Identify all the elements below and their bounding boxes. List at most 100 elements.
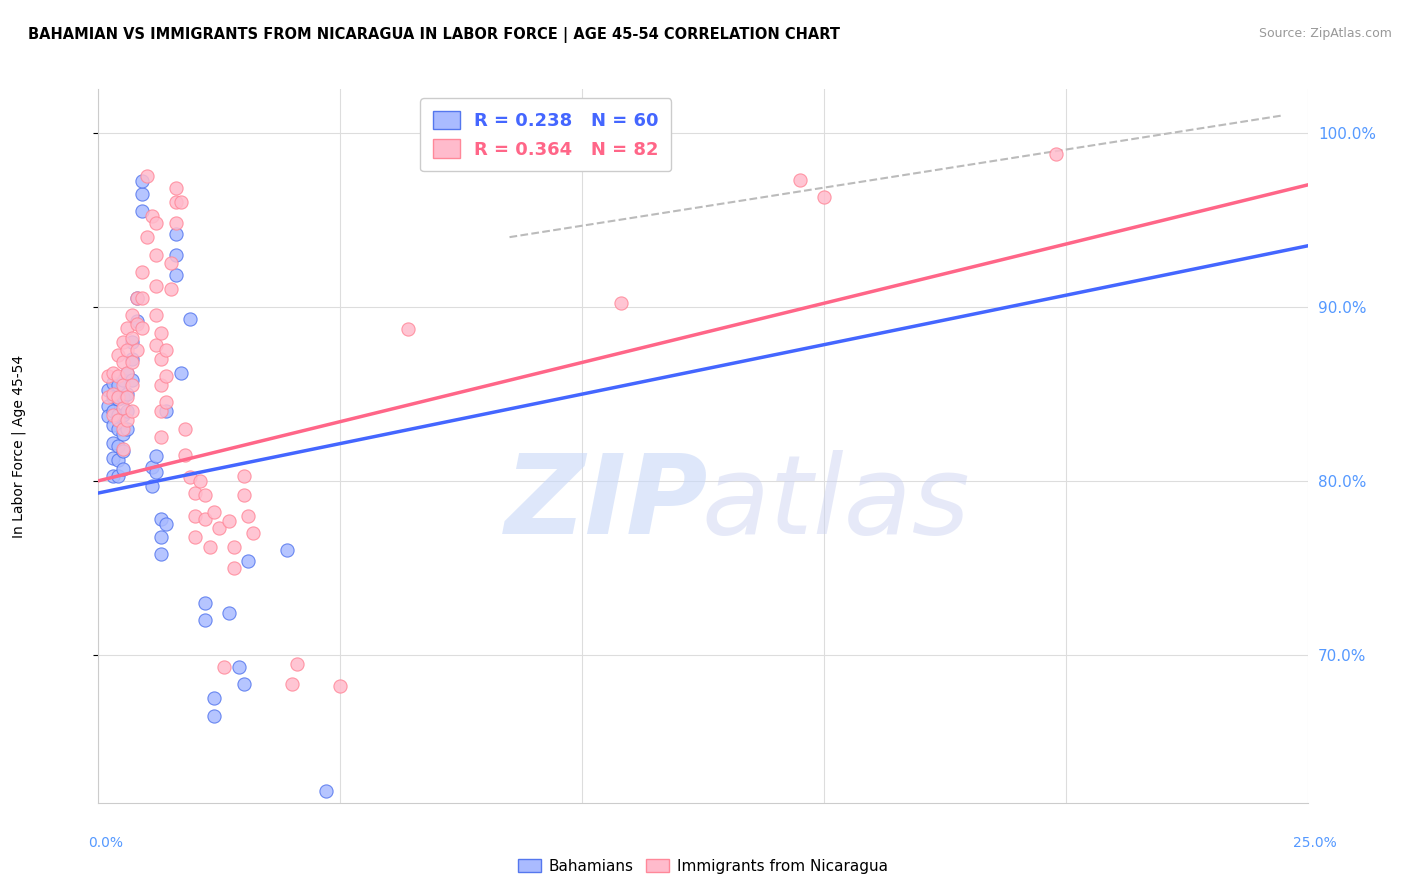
Point: [117, 386, 139, 401]
Point: [121, 351, 143, 366]
Point: [117, 421, 139, 435]
Point: [111, 334, 134, 349]
Point: [194, 512, 217, 526]
Point: [121, 404, 143, 418]
Point: [150, 351, 173, 366]
Point: [107, 408, 129, 422]
Point: [232, 488, 254, 502]
Point: [174, 448, 197, 462]
Point: [101, 404, 124, 418]
Point: [150, 378, 173, 392]
Legend: R = 0.238   N = 60, R = 0.364   N = 82: R = 0.238 N = 60, R = 0.364 N = 82: [420, 98, 672, 171]
Point: [117, 320, 139, 334]
Point: [131, 204, 153, 219]
Point: [198, 540, 221, 554]
Point: [222, 561, 245, 575]
Point: [155, 343, 177, 358]
Point: [204, 708, 226, 723]
Point: [155, 369, 177, 384]
Point: [145, 465, 167, 479]
Point: [222, 540, 245, 554]
Point: [127, 291, 149, 305]
Text: In Labor Force | Age 45-54: In Labor Force | Age 45-54: [11, 354, 25, 538]
Point: [97, 369, 120, 384]
Point: [107, 453, 129, 467]
Point: [131, 291, 153, 305]
Point: [276, 543, 298, 558]
Point: [188, 474, 211, 488]
Point: [610, 296, 633, 310]
Point: [111, 408, 134, 422]
Point: [208, 521, 231, 535]
Point: [232, 468, 254, 483]
Point: [117, 404, 139, 418]
Point: [141, 209, 163, 223]
Point: [396, 322, 419, 336]
Point: [131, 320, 153, 334]
Point: [165, 195, 187, 210]
Point: [101, 390, 124, 404]
Point: [107, 369, 129, 384]
Point: [145, 450, 167, 464]
Point: [150, 512, 173, 526]
Point: [155, 395, 177, 409]
Point: [111, 461, 134, 475]
Point: [285, 657, 308, 671]
Text: ZIP: ZIP: [505, 450, 709, 557]
Point: [789, 172, 811, 186]
Point: [145, 247, 167, 261]
Point: [131, 265, 153, 279]
Point: [111, 401, 134, 415]
Point: [107, 439, 129, 453]
Point: [117, 413, 139, 427]
Point: [194, 613, 217, 627]
Point: [238, 554, 260, 568]
Point: [121, 373, 143, 387]
Point: [101, 408, 124, 422]
Point: [145, 278, 167, 293]
Point: [145, 216, 167, 230]
Point: [155, 404, 177, 418]
Point: [97, 384, 120, 398]
Point: [141, 479, 163, 493]
Point: [242, 526, 264, 541]
Point: [127, 291, 149, 305]
Point: [117, 343, 139, 358]
Point: [218, 514, 240, 528]
Point: [194, 488, 217, 502]
Point: [1045, 146, 1067, 161]
Point: [101, 376, 124, 391]
Text: BAHAMIAN VS IMMIGRANTS FROM NICARAGUA IN LABOR FORCE | AGE 45-54 CORRELATION CHA: BAHAMIAN VS IMMIGRANTS FROM NICARAGUA IN…: [28, 27, 841, 43]
Point: [141, 459, 163, 474]
Text: 0.0%: 0.0%: [89, 836, 122, 850]
Point: [150, 547, 173, 561]
Point: [121, 309, 143, 323]
Point: [165, 268, 187, 283]
Point: [165, 227, 187, 241]
Point: [218, 606, 240, 620]
Point: [121, 334, 143, 349]
Text: 25.0%: 25.0%: [1292, 836, 1337, 850]
Point: [111, 444, 134, 458]
Point: [150, 326, 173, 340]
Point: [101, 468, 124, 483]
Point: [145, 338, 167, 352]
Point: [121, 331, 143, 345]
Point: [131, 174, 153, 188]
Point: [117, 390, 139, 404]
Point: [101, 366, 124, 380]
Point: [111, 390, 134, 404]
Point: [150, 430, 173, 444]
Point: [111, 373, 134, 387]
Point: [107, 468, 129, 483]
Text: Source: ZipAtlas.com: Source: ZipAtlas.com: [1258, 27, 1392, 40]
Point: [107, 421, 129, 435]
Point: [107, 413, 129, 427]
Point: [111, 421, 134, 435]
Point: [238, 508, 260, 523]
Point: [97, 409, 120, 424]
Point: [160, 282, 183, 296]
Point: [97, 390, 120, 404]
Text: atlas: atlas: [702, 450, 970, 557]
Point: [101, 435, 124, 450]
